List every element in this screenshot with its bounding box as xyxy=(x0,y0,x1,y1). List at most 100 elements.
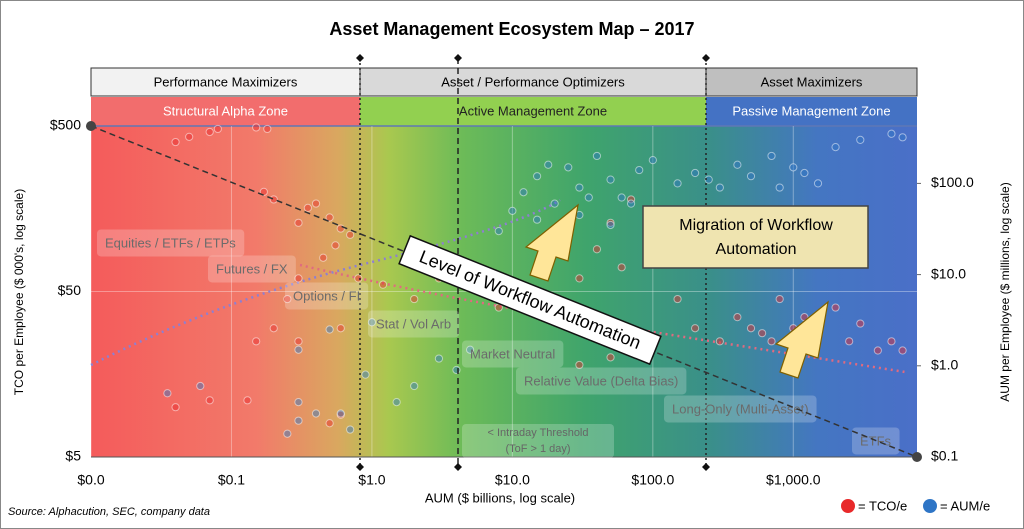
data-point xyxy=(873,346,882,355)
zone-box xyxy=(91,97,360,126)
x-tick-label: $0.1 xyxy=(218,472,245,488)
zone-label: Active Management Zone xyxy=(459,103,607,118)
data-point xyxy=(263,124,272,134)
strategy-label: Options / FI xyxy=(293,288,360,303)
data-point xyxy=(575,274,584,283)
data-point xyxy=(813,179,823,188)
data-point xyxy=(715,183,724,192)
data-point xyxy=(648,156,657,165)
x-tick-label: $1.0 xyxy=(358,472,385,488)
data-point xyxy=(746,324,756,333)
data-point xyxy=(800,168,809,178)
boundary-diamond xyxy=(356,54,364,62)
strategy-group: Market Neutral xyxy=(462,340,564,368)
data-point xyxy=(252,123,261,132)
legend-swatch xyxy=(841,499,855,513)
data-point xyxy=(775,294,784,304)
header-box xyxy=(359,67,707,97)
data-point xyxy=(196,381,205,391)
boundary-diamond xyxy=(356,463,364,471)
data-point xyxy=(550,199,559,208)
automation-end xyxy=(912,452,922,462)
data-point xyxy=(294,218,303,227)
y-tick-label: $5 xyxy=(65,448,81,464)
data-point xyxy=(606,353,615,362)
data-point xyxy=(354,274,363,283)
data-point xyxy=(845,337,854,346)
y2-axis-label: AUM per Employee ($ millions, log scale) xyxy=(998,182,1012,401)
data-point xyxy=(269,324,278,333)
zone-box xyxy=(706,97,917,126)
data-point xyxy=(592,151,602,161)
boundary-diamond xyxy=(702,54,710,62)
data-point xyxy=(592,245,602,254)
data-point xyxy=(584,193,593,202)
strategy-box xyxy=(462,340,564,368)
migration-box xyxy=(642,205,869,269)
data-point xyxy=(617,263,626,272)
x-tick-label: $100.0 xyxy=(631,472,674,488)
data-point xyxy=(269,195,278,204)
data-point xyxy=(494,226,503,236)
data-point xyxy=(294,345,303,354)
strategy-label: Stat / Vol Arb xyxy=(376,316,451,331)
data-point xyxy=(171,137,180,147)
automation-end xyxy=(86,121,96,131)
data-point xyxy=(185,132,194,141)
data-point xyxy=(691,168,700,178)
automation-box xyxy=(398,234,662,366)
strategy-group: Futures / FX xyxy=(208,255,296,283)
data-point xyxy=(533,172,542,181)
strategy-box xyxy=(97,229,245,257)
boundary-diamond xyxy=(702,463,710,471)
y2-tick-label: $10.0 xyxy=(931,265,966,281)
data-point xyxy=(294,337,303,346)
data-point xyxy=(673,294,682,304)
data-point xyxy=(319,253,328,262)
data-point xyxy=(626,195,636,204)
data-point xyxy=(898,346,907,355)
data-point xyxy=(294,397,303,407)
data-point xyxy=(283,294,292,304)
data-point xyxy=(331,241,340,250)
data-point xyxy=(715,337,724,346)
data-point xyxy=(704,175,713,184)
data-point xyxy=(533,215,542,224)
data-point xyxy=(243,396,252,405)
legend-swatch xyxy=(923,499,937,513)
data-point xyxy=(564,163,573,172)
data-point xyxy=(606,220,615,230)
data-point xyxy=(519,188,528,197)
data-point xyxy=(767,151,776,161)
strategy-group: Stat / Vol Arb xyxy=(368,310,460,338)
legend-label: = TCO/e xyxy=(858,498,907,513)
data-point xyxy=(410,294,419,304)
data-point xyxy=(856,319,865,328)
data-point xyxy=(311,199,321,208)
zone-label: Passive Management Zone xyxy=(732,103,890,118)
data-point xyxy=(775,183,784,192)
data-point xyxy=(303,203,312,212)
y2-tick-label: $100.0 xyxy=(931,174,974,190)
strategy-label: Futures / FX xyxy=(216,261,288,276)
data-point xyxy=(205,396,214,405)
strategy-group: Equities / ETFs / ETPs xyxy=(97,229,245,257)
arrow xyxy=(524,203,579,282)
strategy-box xyxy=(516,367,687,395)
x-axis-label: AUM ($ billions, log scale) xyxy=(425,490,575,505)
data-point xyxy=(898,133,907,142)
y-tick-label: $500 xyxy=(50,117,81,133)
strategy-label: Market Neutral xyxy=(470,346,555,361)
zone-box xyxy=(360,97,706,126)
data-point xyxy=(325,213,334,222)
header-label: Asset Maximizers xyxy=(761,74,863,89)
boundary-diamond xyxy=(454,54,462,62)
data-point xyxy=(544,160,553,169)
strategy-group: Long-Only (Multi-Asset) xyxy=(664,395,817,423)
data-point xyxy=(856,135,865,144)
zone-label: Structural Alpha Zone xyxy=(163,103,288,118)
strategy-box xyxy=(368,310,460,338)
data-point xyxy=(617,193,626,202)
data-point xyxy=(213,124,222,134)
strategy-box xyxy=(208,255,296,283)
